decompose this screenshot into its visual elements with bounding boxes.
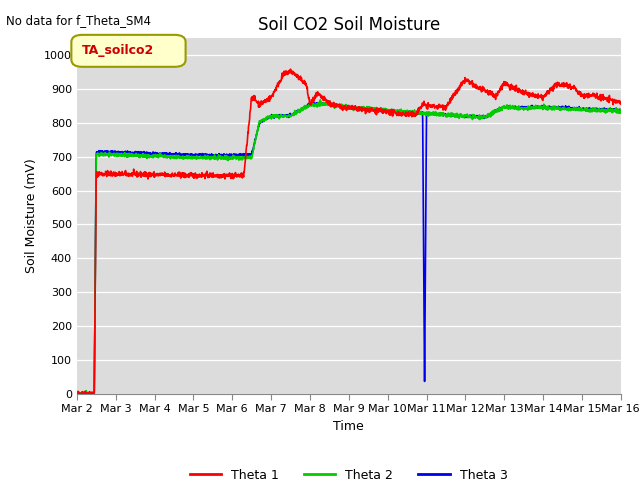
Theta 2 xyxy=(338,101,346,107)
Theta 3 xyxy=(310,99,317,105)
Legend: Theta 1, Theta 2, Theta 3: Theta 1, Theta 2, Theta 3 xyxy=(185,464,513,480)
Theta 1 xyxy=(287,66,294,72)
Theta 1 xyxy=(502,83,509,88)
Text: No data for f_Theta_SM4: No data for f_Theta_SM4 xyxy=(6,14,152,27)
Theta 3 xyxy=(601,106,609,112)
Theta 2 xyxy=(602,108,609,114)
Theta 1 xyxy=(73,390,81,396)
Theta 1 xyxy=(617,101,625,107)
X-axis label: Time: Time xyxy=(333,420,364,432)
Theta 3 xyxy=(323,100,331,106)
Theta 2 xyxy=(317,97,324,103)
FancyBboxPatch shape xyxy=(72,35,186,67)
Y-axis label: Soil Moisture (mV): Soil Moisture (mV) xyxy=(26,158,38,274)
Theta 2 xyxy=(601,107,609,112)
Theta 3 xyxy=(502,105,509,111)
Theta 2 xyxy=(73,391,81,396)
Theta 3 xyxy=(100,148,108,154)
Line: Theta 3: Theta 3 xyxy=(77,102,621,394)
Theta 3 xyxy=(73,391,81,396)
Theta 3 xyxy=(602,107,609,112)
Theta 1 xyxy=(602,96,609,102)
Text: TA_soilco2: TA_soilco2 xyxy=(82,44,154,57)
Line: Theta 2: Theta 2 xyxy=(77,100,621,394)
Theta 2 xyxy=(502,104,509,110)
Theta 1 xyxy=(324,100,332,106)
Theta 1 xyxy=(101,172,109,178)
Line: Theta 1: Theta 1 xyxy=(77,69,621,394)
Theta 2 xyxy=(323,102,331,108)
Title: Soil CO2 Soil Moisture: Soil CO2 Soil Moisture xyxy=(258,16,440,34)
Theta 2 xyxy=(617,108,625,114)
Theta 1 xyxy=(338,105,346,110)
Theta 3 xyxy=(617,108,625,114)
Theta 2 xyxy=(100,152,108,158)
Theta 1 xyxy=(602,96,609,101)
Theta 1 xyxy=(73,391,81,396)
Theta 3 xyxy=(338,105,346,110)
